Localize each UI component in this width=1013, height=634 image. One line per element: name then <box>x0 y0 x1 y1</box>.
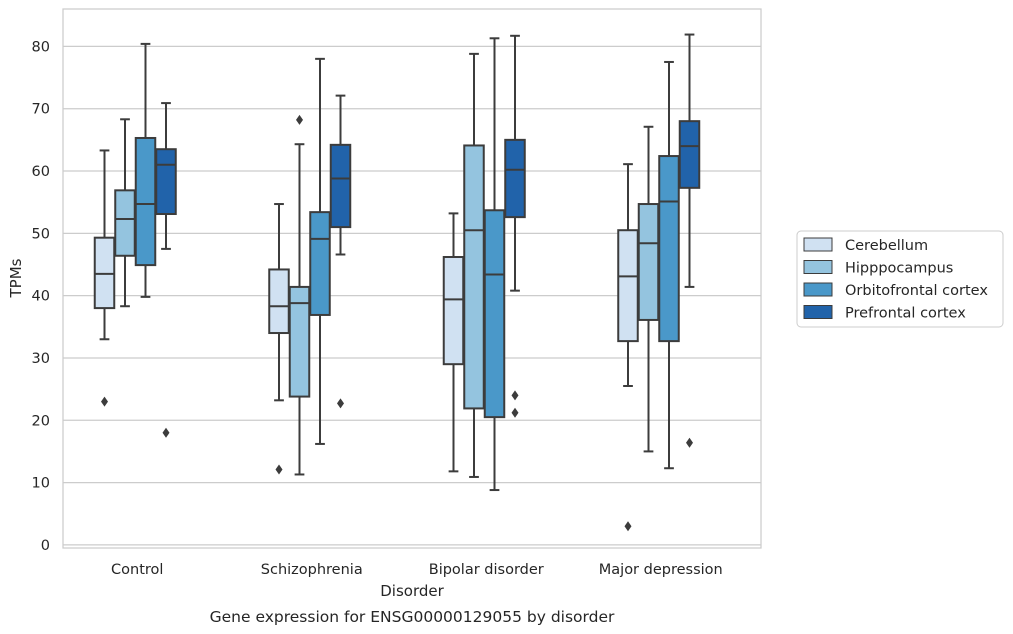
box-orbitofrontal-cortex-3 <box>483 37 506 492</box>
y-tick-label-80: 80 <box>32 39 50 55</box>
y-tick-label-10: 10 <box>32 476 50 492</box>
box-orbitofrontal-cortex-4 <box>658 60 680 470</box>
y-tick-label-60: 60 <box>32 164 50 180</box>
box-orbitofrontal-cortex-2 <box>309 57 331 445</box>
box-iqr <box>678 120 701 189</box>
y-tick-label-40: 40 <box>32 289 50 305</box>
outlier-point <box>296 114 303 125</box>
plot-area-frame <box>62 8 762 549</box>
x-tick-label-4: Major depression <box>599 562 723 578</box>
box-iqr <box>155 148 177 216</box>
legend-items: Cerebellum Hipppocampus Orbitofrontal cort… <box>803 237 988 322</box>
legend-label-2: Hipppocampus <box>845 261 953 277</box>
box-iqr <box>637 203 660 321</box>
outlier-point <box>337 398 344 409</box>
outlier-point <box>511 407 519 418</box>
x-axis-label: Disorder <box>380 582 444 600</box>
outlier-point <box>101 396 108 407</box>
box-iqr <box>483 209 506 419</box>
y-tick-labels: 0 10 20 30 40 50 60 70 80 <box>32 39 50 553</box>
box-iqr <box>463 144 485 410</box>
box-prefrontal-cortex-4 <box>678 33 701 448</box>
grid-lines <box>63 45 761 546</box>
box-iqr <box>288 285 311 398</box>
box-iqr <box>442 256 465 366</box>
y-axis-label: TPMs <box>7 258 25 298</box>
outlier-point <box>624 521 632 532</box>
x-tick-label-1: Control <box>111 562 163 578</box>
legend-label-3: Orbitofrontal cortex <box>845 283 988 299</box>
box-prefrontal-cortex-1 <box>155 102 177 438</box>
box-iqr <box>504 138 526 219</box>
x-tick-labels: Control Schizophrenia Bipolar disorder Majo… <box>111 562 723 578</box>
legend-swatch-1 <box>803 237 833 252</box>
legend-frame <box>796 230 1004 328</box>
box-cerebellum-2 <box>268 203 290 475</box>
outlier-point <box>686 437 693 448</box>
outlier-point <box>275 464 283 475</box>
y-tick-label-50: 50 <box>32 226 50 242</box>
legend-swatch-3 <box>803 282 833 297</box>
box-cerebellum-1 <box>93 149 116 407</box>
x-tick-label-2: Schizophrenia <box>261 562 363 578</box>
legend: Cerebellum Hipppocampus Orbitofrontal cort… <box>796 230 1004 328</box>
box-groups <box>93 33 701 532</box>
box-iqr <box>268 268 290 335</box>
box-hipppocampus-1 <box>114 118 136 308</box>
box-iqr <box>134 136 157 267</box>
legend-label-1: Cerebellum <box>845 238 928 254</box>
outlier-point <box>511 390 519 401</box>
box-iqr <box>658 155 680 343</box>
box-iqr <box>114 189 136 257</box>
box-prefrontal-cortex-3 <box>504 34 526 418</box>
box-cerebellum-3 <box>442 212 465 473</box>
y-tick-label-30: 30 <box>32 351 50 367</box>
outlier-point <box>162 427 170 438</box>
y-tick-label-70: 70 <box>32 102 50 118</box>
box-iqr <box>309 211 331 316</box>
legend-swatch-4 <box>803 305 833 319</box>
box-cerebellum-4 <box>617 163 639 532</box>
box-hipppocampus-2 <box>288 114 311 476</box>
box-iqr <box>617 229 639 343</box>
box-prefrontal-cortex-2 <box>329 94 352 409</box>
box-iqr <box>329 143 352 229</box>
legend-swatch-2 <box>803 260 833 274</box>
y-tick-label-0: 0 <box>41 538 50 554</box>
y-tick-label-20: 20 <box>32 413 50 429</box>
chart-title: Gene expression for ENSG00000129055 by d… <box>210 608 615 626</box>
x-tick-label-3: Bipolar disorder <box>429 562 544 578</box>
legend-label-4: Prefrontal cortex <box>845 306 966 322</box>
